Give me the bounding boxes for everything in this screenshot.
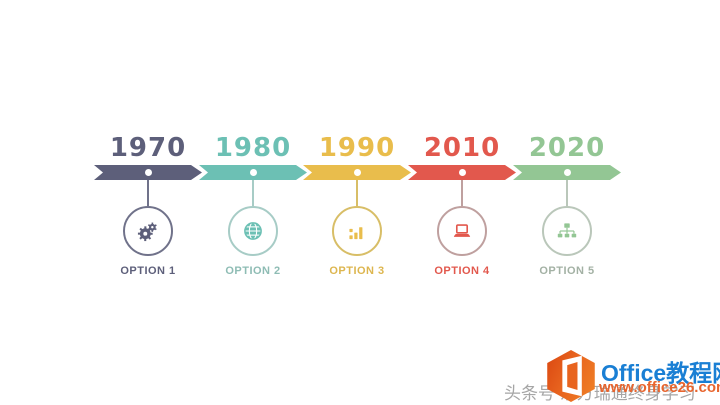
milestone-dot [250,169,257,176]
milestone-circle [437,206,487,256]
year-label: 2020 [528,133,606,163]
site-name: Office教程网 [601,360,720,386]
milestone-dot [564,169,571,176]
site-url: www.office26.com [599,379,720,396]
year-label: 1980 [214,133,292,163]
connector-line [147,180,149,206]
milestone-dot [145,169,152,176]
timeline-item-1980: 1980 OPTION 2 [196,133,310,293]
milestone-circle [123,206,173,256]
year-label: 1990 [318,133,396,163]
timeline-item-1990: 1990 OPTION 3 [300,133,414,293]
option-label: OPTION 3 [329,265,385,277]
connector-line [461,180,463,206]
milestone-circle [332,206,382,256]
timeline-item-2020: 2020 [510,133,624,293]
year-label: 2010 [423,133,501,163]
option-label: OPTION 5 [539,265,595,277]
globe-icon [240,218,266,244]
timeline-arrow-bar [408,165,516,180]
connector-line [356,180,358,206]
bar-chart-icon [344,218,370,244]
office-logo-icon [544,350,598,402]
watermark: 头条号 东方瑞通终身学习 Office教程网 www.office26.com [500,350,720,405]
org-chart-icon [554,218,580,244]
timeline-arrow-bar [303,165,411,180]
milestone-circle [228,206,278,256]
connector-line [252,180,254,206]
option-label: OPTION 2 [225,265,281,277]
milestone-circle [542,206,592,256]
milestone-dot [354,169,361,176]
timeline-arrow-bar [199,165,307,180]
timeline-item-1970: 1970 [91,133,205,293]
option-label: OPTION 4 [434,265,490,277]
office-logo-o-inner [567,361,578,391]
gears-icon [135,218,161,244]
milestone-dot [459,169,466,176]
year-label: 1970 [109,133,187,163]
timeline-arrow-bar [513,165,621,180]
laptop-icon [449,218,475,244]
timeline-arrow-bar [94,165,202,180]
timeline-item-2010: 2010 OPTION 4 [405,133,519,293]
option-label: OPTION 1 [120,265,176,277]
connector-line [566,180,568,206]
